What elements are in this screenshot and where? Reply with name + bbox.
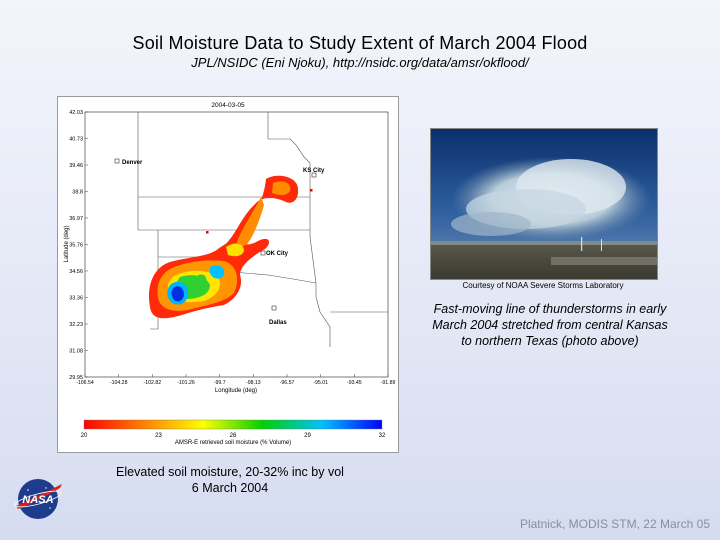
city-markers: Denver KS City OK City Dallas bbox=[114, 158, 325, 326]
city-label-denver: Denver bbox=[122, 160, 143, 166]
map-caption: Elevated soil moisture, 20-32% inc by vo… bbox=[80, 464, 380, 496]
y-axis-label: Latitude (deg) bbox=[64, 225, 70, 262]
y-tick-label: 38.8 bbox=[72, 190, 83, 196]
city-marker-okcity bbox=[260, 250, 266, 256]
x-tick-label: -106.54 bbox=[76, 380, 94, 386]
map-caption-line: Elevated soil moisture, 20-32% inc by vo… bbox=[116, 465, 344, 479]
x-tick-label: -98.13 bbox=[246, 380, 261, 386]
map-caption-line: 6 March 2004 bbox=[191, 481, 269, 495]
photo-caption-line: March 2004 stretched from central Kansas bbox=[432, 318, 668, 332]
x-tick-label: -102.82 bbox=[144, 380, 162, 386]
x-axis-label: Longitude (deg) bbox=[215, 388, 257, 394]
photo-credit: Courtesy of NOAA Severe Storms Laborator… bbox=[462, 281, 624, 290]
nasa-logo: NASA bbox=[10, 476, 66, 522]
y-tick-label: 36.97 bbox=[69, 216, 83, 222]
x-tick-label: -101.26 bbox=[177, 380, 195, 386]
nasa-logo-text: NASA bbox=[22, 494, 53, 506]
y-tick-label: 39.46 bbox=[69, 163, 83, 169]
soil-moisture-plume bbox=[148, 175, 299, 319]
city-label-kscity: KS City bbox=[303, 168, 325, 174]
colorbar-tick-label: 20 bbox=[81, 433, 88, 439]
colorbar-tick-label: 32 bbox=[379, 433, 386, 439]
y-tick-label: 33.36 bbox=[69, 296, 83, 302]
colorbar-label: AMSR-E retrieved soil moisture (% Volume… bbox=[175, 440, 291, 446]
y-tick-label: 29.95 bbox=[69, 375, 83, 381]
y-tick-label: 35.76 bbox=[69, 243, 83, 249]
photo-caption-line: to northern Texas (photo above) bbox=[461, 334, 639, 348]
colorbar-tick-label: 23 bbox=[155, 433, 162, 439]
x-tick-label: -104.28 bbox=[110, 380, 128, 386]
city-label-okcity: OK City bbox=[266, 251, 289, 257]
x-tick-label: -99.7 bbox=[214, 380, 226, 386]
x-axis-ticks: -106.54 -104.28 -102.82 -101.26 -99.7 -98.13 -… bbox=[76, 374, 395, 386]
y-tick-label: 31.08 bbox=[69, 349, 83, 355]
storm-photo-image bbox=[431, 129, 657, 279]
y-tick-label: 40.73 bbox=[69, 137, 83, 143]
city-marker-dallas bbox=[271, 305, 277, 311]
map-figure: 2004-03-05 bbox=[64, 102, 395, 446]
footer-credit: Platnick, MODIS STM, 22 March 05 bbox=[519, 517, 710, 531]
city-label-dallas: Dallas bbox=[269, 320, 287, 326]
nasa-meatball-icon: NASA bbox=[14, 479, 62, 519]
y-tick-label: 34.56 bbox=[69, 269, 83, 275]
x-tick-label: -95.01 bbox=[313, 380, 328, 386]
photo-caption-line: Fast-moving line of thunderstorms in ear… bbox=[433, 302, 667, 316]
moisture-marker bbox=[206, 231, 209, 234]
map-date: 2004-03-05 bbox=[211, 102, 245, 109]
colorbar-ticks: 20 23 26 29 32 bbox=[81, 433, 386, 439]
soil-moisture-map: 2004-03-05 bbox=[57, 96, 399, 453]
y-tick-label: 42.03 bbox=[69, 110, 83, 116]
city-marker-kscity bbox=[311, 172, 317, 178]
slide-subtitle: JPL/NSIDC (Eni Njoku), http://nsidc.org/… bbox=[191, 55, 529, 70]
storm-photo bbox=[430, 128, 658, 280]
y-tick-label: 32.23 bbox=[69, 322, 83, 328]
city-marker-denver bbox=[114, 158, 120, 164]
x-tick-label: -93.45 bbox=[347, 380, 362, 386]
moisture-marker bbox=[310, 189, 313, 192]
slide-title: Soil Moisture Data to Study Extent of Ma… bbox=[132, 33, 588, 53]
x-tick-label: -91.89 bbox=[381, 380, 396, 386]
colorbar bbox=[83, 419, 383, 430]
y-axis-ticks: 42.03 40.73 39.46 38.8 36.97 35.76 34.56 33.36 3… bbox=[69, 110, 88, 381]
colorbar-tick-label: 29 bbox=[304, 433, 311, 439]
photo-caption: Fast-moving line of thunderstorms in ear… bbox=[405, 301, 695, 349]
colorbar-tick-label: 26 bbox=[230, 433, 237, 439]
x-tick-label: -96.57 bbox=[280, 380, 295, 386]
